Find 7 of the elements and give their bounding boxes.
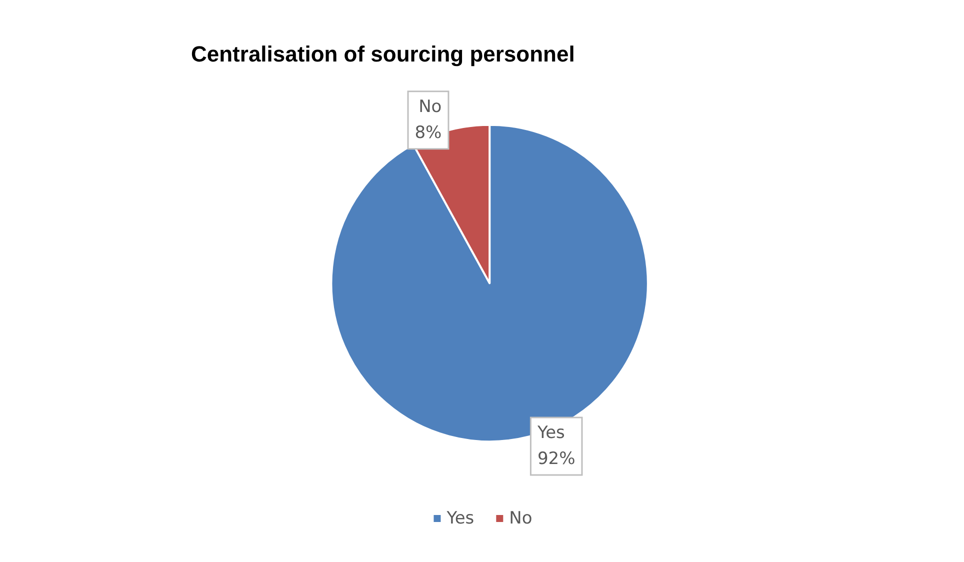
slice-label: No bbox=[418, 97, 442, 118]
chart-title: Centralisation of sourcing personnel bbox=[191, 42, 575, 66]
legend-label: No bbox=[509, 508, 532, 528]
slice-label: Yes bbox=[536, 423, 566, 444]
data-label: 92% bbox=[537, 449, 576, 470]
data-label: 8% bbox=[414, 123, 442, 144]
legend-label: Yes bbox=[446, 508, 474, 528]
